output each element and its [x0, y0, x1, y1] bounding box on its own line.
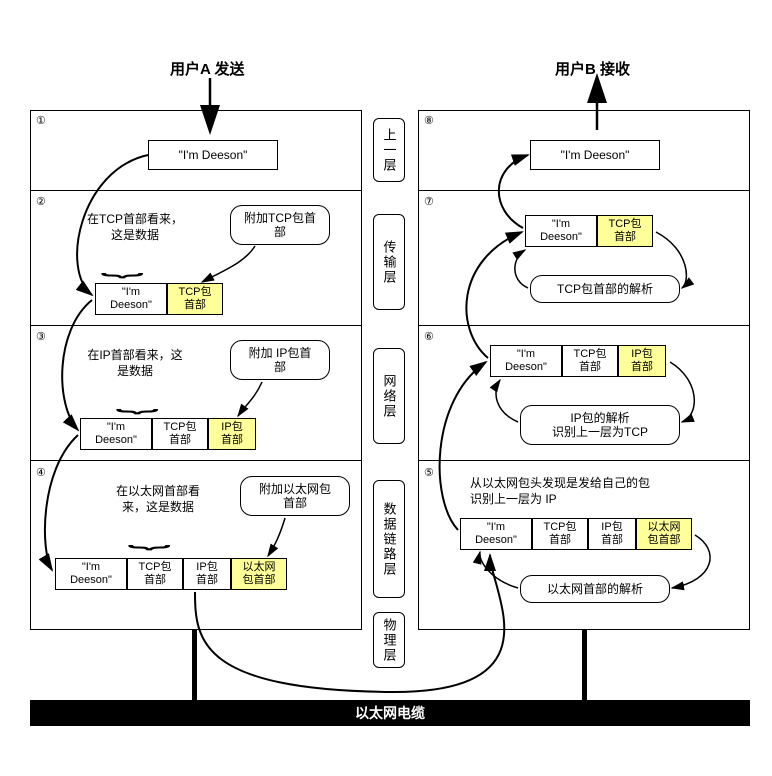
step3-packet: "I'm Deeson" TCP包 首部 IP包 首部: [80, 418, 256, 450]
step1-msg-text: "I'm Deeson": [149, 148, 277, 162]
step3-packet-data: "I'm Deeson": [80, 418, 152, 450]
step2-packet-data: "I'm Deeson": [95, 283, 167, 315]
step4-packet: "I'm Deeson" TCP包 首部 IP包 首部 以太网 包首部: [55, 558, 287, 590]
step8-msg-text: "I'm Deeson": [531, 148, 659, 162]
step7-packet-tcp: TCP包 首部: [597, 215, 653, 247]
title-recv: 用户B 接收: [555, 58, 630, 79]
layer-datalink-label: 数据链路层: [380, 502, 399, 577]
step3-note-b: 附加 IP包首 部: [230, 340, 330, 380]
layer-transport: 传输层: [373, 214, 405, 310]
step7-packet-data: "I'm Deeson": [525, 215, 597, 247]
step6-num: ⑥: [424, 330, 434, 343]
step4-packet-ip: IP包 首部: [183, 558, 231, 590]
step4-note-b: 附加以太网包 首部: [240, 476, 350, 516]
layer-upper-label: 上一层: [380, 128, 399, 173]
step3-brace: ⏟: [116, 386, 159, 414]
step3-packet-ip: IP包 首部: [208, 418, 256, 450]
step6-packet-tcp: TCP包 首部: [562, 345, 618, 377]
step3-border: [30, 460, 362, 461]
step4-packet-tcp: TCP包 首部: [127, 558, 183, 590]
step5-packet-data: "I'm Deeson": [460, 518, 532, 550]
layer-physical-label: 物理层: [380, 618, 399, 663]
step5-parse: 以太网首部的解析: [520, 575, 670, 603]
step2-note-a: 在TCP首部看来， 这是数据: [65, 212, 205, 243]
step4-packet-data: "I'm Deeson": [55, 558, 127, 590]
step4-note-a: 在以太网首部看 来，这是数据: [98, 484, 218, 515]
step5-packet-ip: IP包 首部: [588, 518, 636, 550]
step6-border: [418, 460, 750, 461]
step8-border: [418, 190, 750, 191]
step2-brace: ⏟: [101, 250, 144, 278]
step2-num: ②: [36, 195, 46, 208]
step7-num: ⑦: [424, 195, 434, 208]
step3-packet-tcp: TCP包 首部: [152, 418, 208, 450]
step4-num: ④: [36, 466, 46, 479]
step6-packet-ip: IP包 首部: [618, 345, 666, 377]
layer-upper: 上一层: [373, 118, 405, 182]
layer-datalink: 数据链路层: [373, 480, 405, 598]
step6-packet-data: "I'm Deeson": [490, 345, 562, 377]
diagram-canvas: 用户A 发送 用户B 接收 上一层 传输层 网络层 数据链路层 物理层 ① "I…: [0, 0, 772, 776]
step1-msg: "I'm Deeson": [148, 140, 278, 170]
step3-note-a: 在IP首部看来，这 是数据: [65, 348, 205, 379]
ethernet-cable: 以太网电缆: [30, 700, 750, 726]
step1-border: [30, 190, 362, 191]
step3-num: ③: [36, 330, 46, 343]
step2-packet-tcp: TCP包 首部: [167, 283, 223, 315]
step5-packet: "I'm Deeson" TCP包 首部 IP包 首部 以太网 包首部: [460, 518, 692, 550]
step2-note-b: 附加TCP包首 部: [230, 205, 330, 245]
step2-border: [30, 325, 362, 326]
step5-num: ⑤: [424, 466, 434, 479]
layer-transport-label: 传输层: [380, 240, 399, 285]
step6-parse: IP包的解析 识别上一层为TCP: [520, 405, 680, 445]
step5-note-a: 从以太网包头发现是发给自己的包 识别上一层为 IP: [470, 476, 730, 507]
step8-msg: "I'm Deeson": [530, 140, 660, 170]
left-stand: [192, 630, 197, 700]
step5-packet-eth: 以太网 包首部: [636, 518, 692, 550]
step7-packet: "I'm Deeson" TCP包 首部: [525, 215, 653, 247]
step8-num: ⑧: [424, 114, 434, 127]
layer-network: 网络层: [373, 348, 405, 444]
right-stand: [582, 630, 587, 700]
step1-num: ①: [36, 114, 46, 127]
step7-border: [418, 325, 750, 326]
step6-packet: "I'm Deeson" TCP包 首部 IP包 首部: [490, 345, 666, 377]
layer-network-label: 网络层: [380, 374, 399, 419]
step7-parse: TCP包首部的解析: [530, 275, 680, 303]
layer-physical: 物理层: [373, 612, 405, 668]
step5-packet-tcp: TCP包 首部: [532, 518, 588, 550]
step2-packet: "I'm Deeson" TCP包 首部: [95, 283, 223, 315]
step4-brace: ⏟: [128, 522, 171, 550]
title-send: 用户A 发送: [170, 58, 244, 79]
step4-packet-eth: 以太网 包首部: [231, 558, 287, 590]
